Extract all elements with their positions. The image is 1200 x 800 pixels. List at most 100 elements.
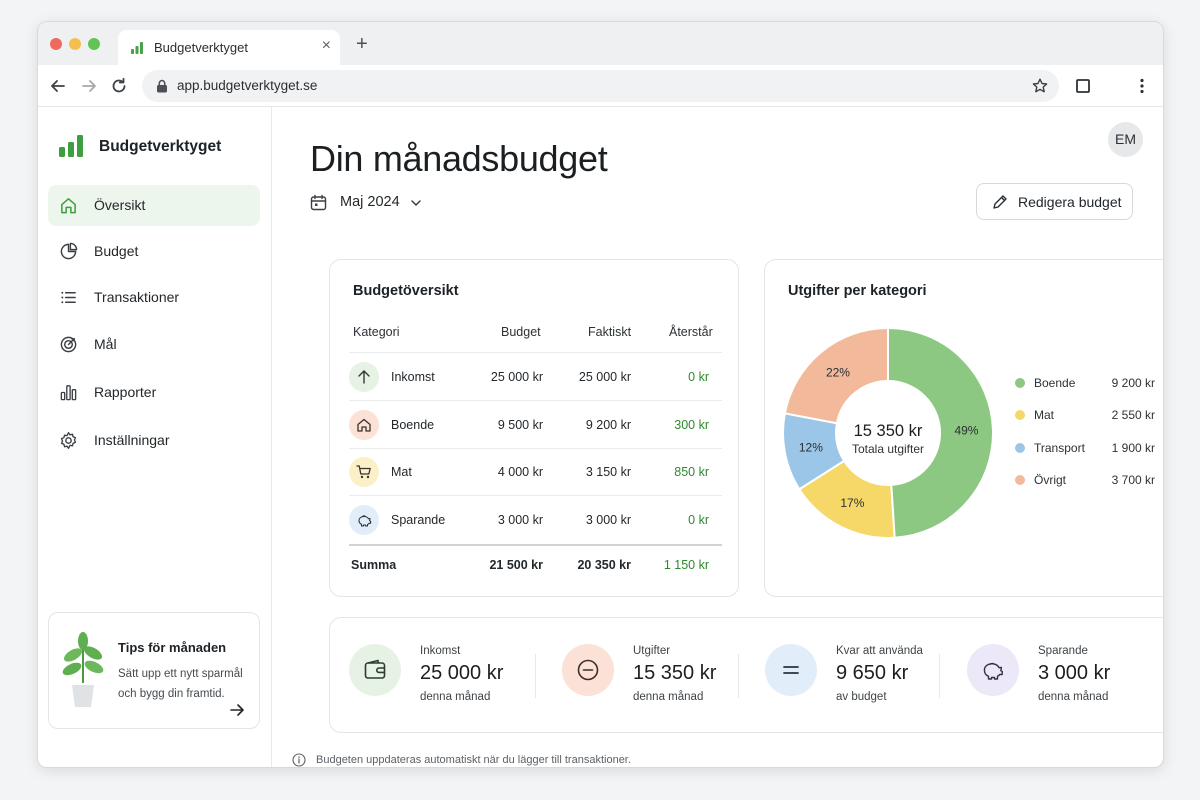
sidebar-item-budget[interactable]: Budget [48, 231, 260, 272]
summary-label: Inkomst [420, 645, 461, 657]
slice-label: 12% [799, 441, 823, 455]
sidebar-item-label: Transaktioner [94, 289, 180, 305]
summary-sub: denna månad [1038, 691, 1109, 703]
tab-title: Budgetverktyget [154, 40, 248, 55]
legend-name: Boende [1034, 376, 1076, 390]
budget-value: 9 500 kr [497, 418, 543, 432]
total-remaining: 1 150 kr [663, 558, 709, 572]
reload-icon[interactable] [109, 76, 129, 96]
legend-item: Transport 1 900 kr [1015, 441, 1155, 457]
cart-icon [356, 465, 371, 479]
browser-window: Budgetverktyget × + app.budgetverktyget.… [37, 21, 1164, 768]
piggy-bank-icon [358, 515, 372, 527]
column-header-remaining: Återstår [669, 325, 713, 339]
divider [939, 654, 940, 698]
bar-chart-icon [60, 385, 77, 401]
divider [349, 495, 722, 496]
pencil-icon [993, 195, 1007, 209]
legend-item: Boende 9 200 kr [1015, 376, 1155, 392]
main-content: EM Din månadsbudget Maj 2024 Redigera bu… [273, 107, 1163, 767]
category-icon [349, 457, 379, 487]
legend-dot [1015, 475, 1025, 485]
summary-label: Sparande [1038, 645, 1088, 657]
tips-body: Sätt upp ett nytt sparmål och bygg din f… [118, 668, 243, 700]
column-header-actual: Faktiskt [588, 325, 632, 339]
edit-budget-button[interactable]: Redigera budget [976, 183, 1133, 220]
total-actual: 20 350 kr [577, 558, 631, 572]
summary-sub: denna månad [420, 691, 491, 703]
list-icon [61, 291, 76, 304]
sidebar: Budgetverktyget Översikt Budget Transakt… [38, 107, 272, 767]
home-icon [61, 198, 76, 214]
close-icon[interactable]: × [321, 37, 331, 54]
arrow-up-icon [358, 370, 370, 384]
tips-card[interactable]: Tips för månaden Sätt upp ett nytt sparm… [48, 612, 260, 729]
sidebar-item-oversikt[interactable]: Översikt [48, 185, 260, 226]
category-icon [349, 505, 379, 535]
donut-chart: 15 350 kr Totala utgifter 49% 17% 12% 22% [783, 326, 994, 539]
bar-chart-icon [131, 42, 143, 54]
legend-dot [1015, 410, 1025, 420]
legend-name: Övrigt [1034, 473, 1067, 487]
plant-icon [62, 632, 104, 707]
column-header-budget: Budget [501, 325, 541, 339]
piggy-bank-icon [983, 662, 1003, 680]
sidebar-item-mal[interactable]: Mål [48, 324, 260, 365]
column-header-category: Kategori [353, 325, 400, 339]
forward-arrow-icon[interactable] [79, 76, 99, 96]
slice-label: 22% [826, 366, 850, 380]
legend-dot [1015, 378, 1025, 388]
summary-value: 9 650 kr [836, 662, 909, 684]
category-name: Boende [391, 418, 435, 432]
back-arrow-icon[interactable] [48, 76, 68, 96]
address-bar[interactable]: app.budgetverktyget.se [142, 70, 1059, 102]
info-icon [292, 753, 306, 767]
sidebar-item-transaktioner[interactable]: Transaktioner [48, 277, 260, 318]
remaining-value: 0 kr [688, 370, 709, 384]
divider [535, 654, 536, 698]
legend-value: 1 900 kr [1111, 441, 1155, 455]
sidebar-item-label: Budget [94, 243, 139, 259]
arrow-right-icon[interactable] [229, 702, 245, 718]
more-menu-icon[interactable] [1132, 76, 1152, 96]
avatar[interactable]: EM [1108, 122, 1143, 157]
sidebar-item-rapporter[interactable]: Rapporter [48, 372, 260, 413]
wallet-icon [364, 659, 386, 679]
legend-item: Övrigt 3 700 kr [1015, 473, 1155, 489]
legend-value: 3 700 kr [1111, 473, 1155, 487]
budget-value: 4 000 kr [497, 465, 543, 479]
close-window-button[interactable] [50, 38, 62, 50]
sidebar-item-label: Översikt [94, 197, 146, 213]
sidebar-item-label: Rapporter [94, 384, 157, 400]
donut-slice-övrigt [783, 326, 889, 425]
minimize-window-button[interactable] [69, 38, 81, 50]
remaining-value: 850 kr [674, 465, 709, 479]
calendar-icon [310, 194, 327, 211]
browser-toolbar: app.budgetverktyget.se [38, 65, 1163, 107]
edit-budget-label: Redigera budget [1018, 194, 1122, 210]
actual-value: 9 200 kr [585, 418, 631, 432]
actual-value: 3 150 kr [585, 465, 631, 479]
budget-value: 3 000 kr [497, 513, 543, 527]
browser-tab[interactable]: Budgetverktyget × [118, 30, 340, 65]
summary-income: Inkomst 25 000 kr denna månad [349, 635, 549, 715]
category-icon [349, 362, 379, 392]
summary-card: Inkomst 25 000 kr denna månad Utgifter 1… [329, 617, 1163, 733]
divider [349, 544, 722, 546]
new-tab-icon[interactable]: + [356, 33, 368, 55]
logo-icon [59, 135, 83, 157]
bookmark-star-icon[interactable] [1031, 77, 1049, 95]
summary-label: Kvar att använda [836, 645, 923, 657]
summary-expenses: Utgifter 15 350 kr denna månad [562, 635, 762, 715]
remaining-value: 0 kr [688, 513, 709, 527]
maximize-window-button[interactable] [88, 38, 100, 50]
tips-title: Tips för månaden [118, 640, 227, 655]
window-square-icon[interactable] [1073, 76, 1093, 96]
month-label: Maj 2024 [340, 194, 400, 210]
summary-value: 15 350 kr [633, 662, 717, 684]
legend-value: 9 200 kr [1111, 376, 1155, 390]
expense-chart-card: Utgifter per kategori 15 350 kr Totala u… [764, 259, 1163, 597]
total-budget: 21 500 kr [489, 558, 543, 572]
summary-value: 3 000 kr [1038, 662, 1111, 684]
sidebar-item-installningar[interactable]: Inställningar [48, 420, 260, 461]
